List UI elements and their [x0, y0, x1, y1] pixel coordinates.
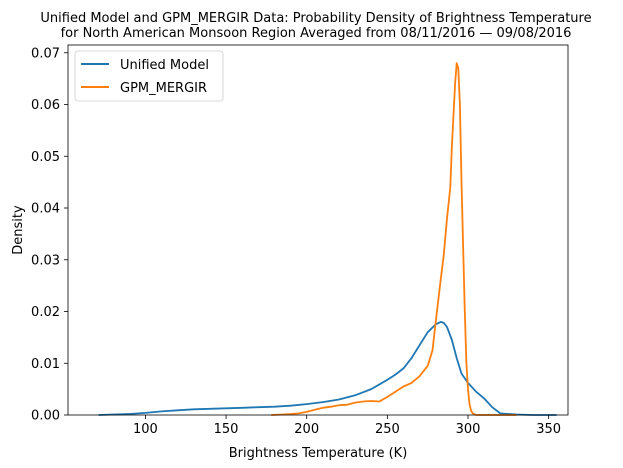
- x-tick-label: 300: [456, 422, 481, 437]
- series-layer: [98, 62, 557, 416]
- legend: Unified Model GPM_MERGIR: [74, 50, 224, 102]
- y-tick-label: 0.00: [31, 409, 60, 424]
- chart-title: Unified Model and GPM_MERGIR Data: Proba…: [40, 11, 591, 26]
- y-tick-label: 0.01: [31, 357, 60, 372]
- x-tick-label: 150: [214, 422, 239, 437]
- series-line-gpm-mergir: [271, 62, 517, 416]
- plot-frame: [67, 44, 569, 416]
- series-line-unified-model: [98, 320, 557, 416]
- y-tick-label: 0.06: [31, 98, 60, 113]
- y-tick-label: 0.03: [31, 253, 60, 268]
- legend-label-unified-model: Unified Model: [120, 58, 209, 73]
- y-axis-label: Density: [11, 205, 26, 255]
- x-tick-label: 350: [536, 422, 561, 437]
- y-tick-label: 0.02: [31, 305, 60, 320]
- x-tick-label: 200: [294, 422, 319, 437]
- x-tick-label: 250: [375, 422, 400, 437]
- chart-subtitle: for North American Monsoon Region Averag…: [61, 26, 572, 41]
- tick-layer: 100 150 200 250 300 350 0.00 0.01 0.02 0.03 0.04 0.…: [31, 46, 561, 437]
- x-tick-label: 100: [133, 422, 158, 437]
- legend-label-gpm-mergir: GPM_MERGIR: [120, 81, 207, 96]
- y-tick-label: 0.07: [31, 46, 60, 61]
- x-axis-label: Brightness Temperature (K): [229, 446, 408, 461]
- y-tick-label: 0.04: [31, 202, 60, 217]
- y-tick-label: 0.05: [31, 150, 60, 165]
- legend-box: [74, 50, 224, 102]
